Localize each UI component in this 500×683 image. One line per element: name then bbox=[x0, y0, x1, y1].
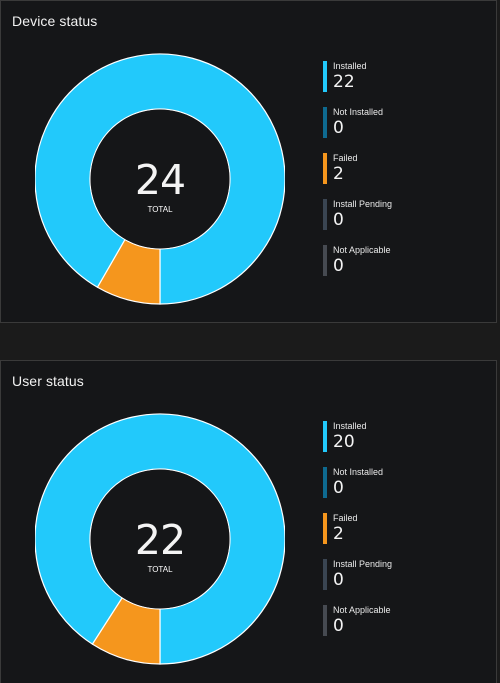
legend-label: Not Installed bbox=[333, 467, 384, 477]
user-status-card: User status 22 TOTAL Installed 20 Not In… bbox=[0, 360, 497, 683]
legend-label: Not Applicable bbox=[333, 605, 391, 615]
legend-item-installed[interactable]: Installed 22 bbox=[323, 59, 493, 105]
total-count: 24 bbox=[134, 156, 186, 204]
donut-segment-installed[interactable] bbox=[35, 53, 285, 305]
legend-label: Install Pending bbox=[333, 199, 393, 209]
card-title: Device status bbox=[12, 13, 98, 29]
legend-value: 0 bbox=[333, 570, 344, 590]
donut-svg bbox=[35, 413, 285, 665]
legend-label: Not Applicable bbox=[333, 245, 391, 255]
legend-item-failed[interactable]: Failed 2 bbox=[323, 511, 493, 557]
legend-value: 20 bbox=[333, 432, 355, 452]
legend-item-install-pending[interactable]: Install Pending 0 bbox=[323, 557, 493, 603]
legend-color-bar bbox=[323, 199, 327, 230]
legend: Installed 22 Not Installed 0 Failed 2 In… bbox=[323, 59, 493, 289]
legend-item-failed[interactable]: Failed 2 bbox=[323, 151, 493, 197]
donut-chart[interactable]: 24 TOTAL bbox=[35, 45, 285, 313]
legend-color-bar bbox=[323, 153, 327, 184]
legend-color-bar bbox=[323, 605, 327, 636]
total-label: TOTAL bbox=[147, 205, 173, 214]
legend-color-bar bbox=[323, 245, 327, 276]
donut-segment-installed[interactable] bbox=[35, 413, 285, 665]
legend-label: Failed bbox=[333, 513, 358, 523]
legend-value: 0 bbox=[333, 616, 344, 636]
legend-label: Installed bbox=[333, 61, 367, 71]
legend-color-bar bbox=[323, 61, 327, 92]
legend-item-install-pending[interactable]: Install Pending 0 bbox=[323, 197, 493, 243]
legend-value: 0 bbox=[333, 478, 344, 498]
legend-value: 0 bbox=[333, 210, 344, 230]
device-status-card: Device status 24 TOTAL Installed 22 Not … bbox=[0, 0, 497, 323]
card-title: User status bbox=[12, 373, 84, 389]
legend-color-bar bbox=[323, 421, 327, 452]
donut-chart[interactable]: 22 TOTAL bbox=[35, 405, 285, 673]
legend-value: 2 bbox=[333, 164, 344, 184]
legend-label: Not Installed bbox=[333, 107, 384, 117]
legend-item-not-applicable[interactable]: Not Applicable 0 bbox=[323, 603, 493, 649]
donut-segment-failed[interactable] bbox=[96, 238, 161, 305]
legend-value: 2 bbox=[333, 524, 344, 544]
legend-label: Installed bbox=[333, 421, 367, 431]
legend-color-bar bbox=[323, 513, 327, 544]
legend-color-bar bbox=[323, 559, 327, 590]
donut-segment-failed[interactable] bbox=[91, 597, 161, 665]
legend-label: Failed bbox=[333, 153, 358, 163]
legend-value: 0 bbox=[333, 256, 344, 276]
legend-item-not-installed[interactable]: Not Installed 0 bbox=[323, 465, 493, 511]
total-label: TOTAL bbox=[147, 565, 173, 574]
legend-value: 0 bbox=[333, 118, 344, 138]
total-count: 22 bbox=[134, 516, 186, 564]
legend: Installed 20 Not Installed 0 Failed 2 In… bbox=[323, 419, 493, 649]
legend-item-installed[interactable]: Installed 20 bbox=[323, 419, 493, 465]
donut-hole bbox=[90, 109, 230, 249]
legend-color-bar bbox=[323, 467, 327, 498]
legend-item-not-installed[interactable]: Not Installed 0 bbox=[323, 105, 493, 151]
donut-hole bbox=[90, 469, 230, 609]
legend-item-not-applicable[interactable]: Not Applicable 0 bbox=[323, 243, 493, 289]
legend-label: Install Pending bbox=[333, 559, 393, 569]
legend-color-bar bbox=[323, 107, 327, 138]
donut-svg bbox=[35, 53, 285, 305]
legend-value: 22 bbox=[333, 72, 355, 92]
